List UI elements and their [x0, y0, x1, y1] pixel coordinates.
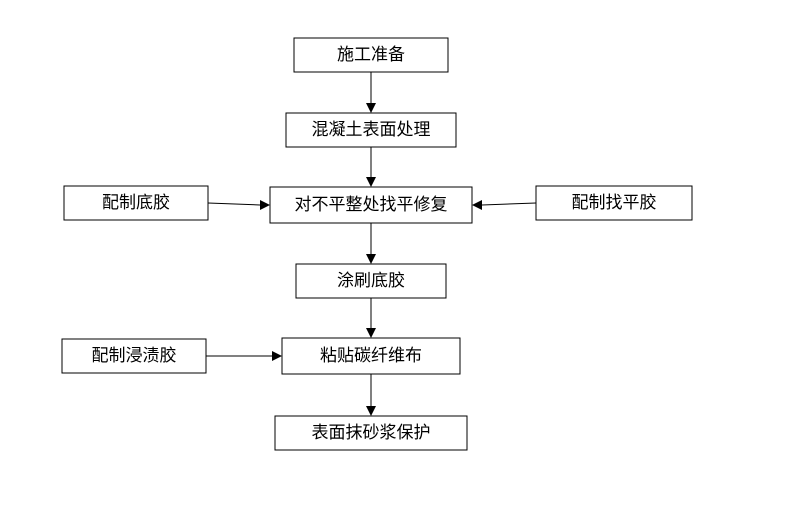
flow-node-label: 混凝土表面处理	[312, 120, 431, 139]
flow-arrow	[366, 374, 376, 416]
flow-node-n3: 对不平整处找平修复	[270, 187, 472, 223]
flow-node-label: 对不平整处找平修复	[295, 195, 448, 214]
flow-arrow	[366, 298, 376, 338]
flow-node-label: 涂刷底胶	[337, 271, 405, 290]
flow-arrow	[366, 147, 376, 187]
flow-node-label: 配制底胶	[102, 193, 170, 212]
flow-node-label: 粘贴碳纤维布	[320, 346, 422, 365]
flow-arrow	[366, 72, 376, 113]
flow-node-n1: 施工准备	[294, 38, 448, 72]
flow-arrow	[366, 223, 376, 264]
flow-node-label: 表面抹砂浆保护	[312, 423, 431, 442]
flow-node-label: 配制找平胶	[572, 193, 657, 212]
flow-node-s1: 配制底胶	[64, 186, 208, 220]
flow-node-n6: 表面抹砂浆保护	[275, 416, 467, 450]
flow-node-n5: 粘贴碳纤维布	[282, 338, 460, 374]
flow-node-n2: 混凝土表面处理	[286, 113, 456, 147]
flow-node-label: 施工准备	[337, 45, 405, 64]
flowchart-canvas: 施工准备混凝土表面处理对不平整处找平修复涂刷底胶粘贴碳纤维布表面抹砂浆保护 配制底…	[0, 0, 800, 530]
flow-arrow	[208, 200, 270, 210]
flow-node-s3: 配制浸渍胶	[62, 339, 206, 373]
flow-node-label: 配制浸渍胶	[92, 346, 177, 365]
flow-node-s2: 配制找平胶	[536, 186, 692, 220]
flow-arrow	[206, 351, 282, 361]
flow-arrow	[472, 200, 536, 210]
flow-node-n4: 涂刷底胶	[296, 264, 446, 298]
